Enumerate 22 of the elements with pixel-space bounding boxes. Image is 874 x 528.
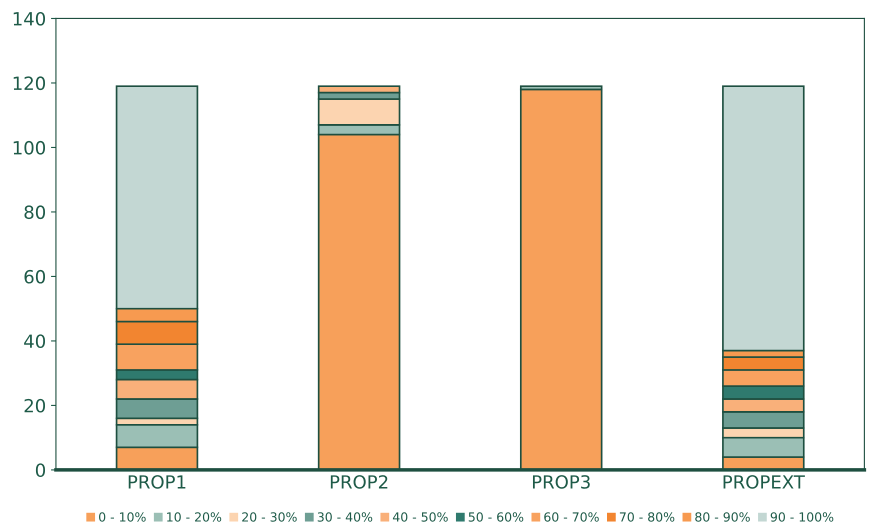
legend-label: 40 - 50% [392, 512, 448, 522]
legend-label: 70 - 80% [620, 512, 674, 522]
y-tick-label: 80 [24, 205, 46, 220]
y-tick-label: 100 [14, 140, 46, 155]
legend-label: 50 - 60% [468, 512, 524, 522]
x-tick-label: PROP1 [128, 475, 186, 489]
y-tick-label: 40 [24, 334, 46, 348]
x-tick-label: PROP2 [330, 475, 388, 489]
y-tick-label: 140 [14, 12, 46, 26]
legend-label: 80 - 90% [695, 512, 750, 522]
legend-label: 30 - 40% [318, 512, 372, 522]
legend-label: 90 - 100% [770, 512, 834, 522]
x-tick-label: PROPEXT [724, 475, 805, 489]
y-tick-label: 20 [24, 398, 46, 413]
y-tick-label: 0 [36, 463, 46, 478]
legend-label: 0 - 10% [99, 512, 146, 522]
legend-label: 20 - 30% [242, 512, 297, 522]
y-tick-label: 120 [14, 76, 46, 90]
legend-label: 60 - 70% [544, 512, 599, 522]
x-tick-label: PROP3 [532, 475, 590, 489]
y-tick-label: 60 [24, 270, 46, 284]
legend-label: 10 - 20% [167, 512, 222, 522]
